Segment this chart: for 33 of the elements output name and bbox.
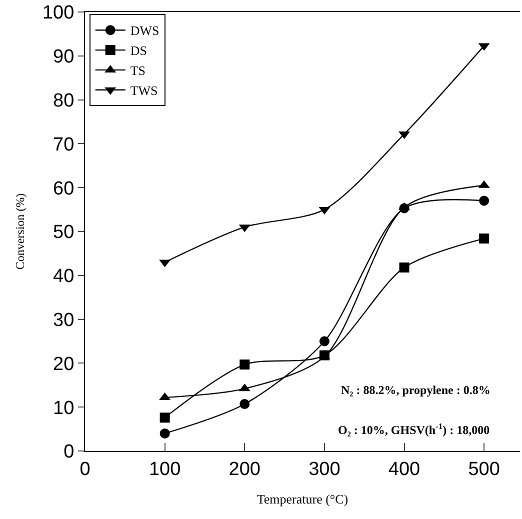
y-tick-label: 0 — [64, 442, 74, 463]
x-tick-label: 500 — [468, 458, 500, 480]
legend-label: TS — [130, 63, 146, 78]
legend-label: TWS — [130, 82, 158, 98]
y-tick-label: 80 — [53, 90, 74, 112]
point — [479, 196, 490, 206]
y-tick-label: 20 — [53, 354, 74, 375]
point — [160, 412, 170, 423]
point — [319, 336, 330, 346]
point — [160, 428, 170, 438]
y-axis-title: Conversion (%) — [12, 193, 27, 270]
legend-label: DS — [130, 43, 147, 58]
x-tick-label: 200 — [228, 458, 260, 480]
y-tick-label: 10 — [53, 398, 74, 419]
x-tick-label: 0 — [80, 458, 90, 480]
y-tick-label: 90 — [53, 46, 74, 68]
annotation: N₂ : 88.2%, propylene : 0.8% — [341, 383, 490, 397]
y-tick-label: 30 — [53, 310, 74, 331]
y-tick-label: 40 — [53, 266, 74, 288]
y-tick-label: 50 — [53, 222, 74, 244]
y-tick-label: 70 — [53, 134, 74, 156]
x-tick-label: 400 — [388, 458, 420, 480]
legend-label: DWS — [130, 23, 160, 38]
x-axis-title: Temperature (°C) — [256, 491, 348, 506]
y-tick-label: 100 — [42, 2, 74, 24]
annotation: O₂ : 10%, GHSV(h$^{-1}$) : 18,000 — [338, 422, 490, 438]
point — [479, 234, 490, 244]
point — [240, 360, 250, 370]
x-tick-label: 300 — [308, 458, 340, 480]
point — [240, 399, 250, 410]
y-tick-label: 60 — [53, 178, 74, 200]
point — [399, 262, 410, 272]
x-tick-label: 100 — [148, 458, 181, 480]
